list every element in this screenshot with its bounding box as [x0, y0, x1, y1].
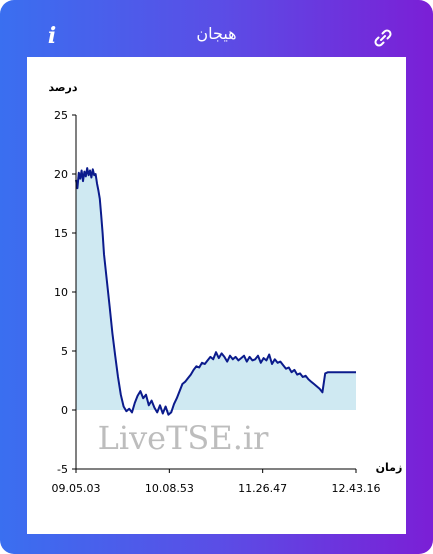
- y-tick-label: -5: [57, 463, 68, 476]
- link-icon[interactable]: [372, 27, 394, 49]
- y-axis-label: درصد: [49, 81, 78, 94]
- info-icon[interactable]: i: [40, 22, 64, 50]
- title-bar: i هیجان: [0, 0, 433, 56]
- x-tick-label: 10.08.53: [145, 482, 194, 495]
- chart-area: 25 20 15 10 5 0 -5 09.05.03 10.08.53 11.26.47 12.…: [49, 81, 403, 495]
- x-ticks: 09.05.03 10.08.53 11.26.47 12.43.16: [52, 469, 381, 495]
- x-tick-label: 12.43.16: [332, 482, 381, 495]
- x-axis-label: زمان: [376, 461, 403, 474]
- series-fill: [76, 168, 356, 415]
- watermark: LiveTSE.ir: [98, 419, 270, 457]
- chart-panel: 25 20 15 10 5 0 -5 09.05.03 10.08.53 11.26.47 12.…: [27, 57, 406, 534]
- x-tick-label: 09.05.03: [52, 482, 101, 495]
- y-tick-label: 0: [61, 404, 68, 417]
- link-icon-graphic: [374, 29, 392, 47]
- y-ticks: 25 20 15 10 5 0 -5: [54, 109, 76, 476]
- y-tick-label: 5: [61, 345, 68, 358]
- y-tick-label: 15: [54, 227, 68, 240]
- series-line-group: [75, 167, 356, 416]
- series-line: [75, 167, 356, 416]
- page-title: هیجان: [196, 24, 237, 43]
- y-tick-label: 10: [54, 286, 68, 299]
- y-tick-label: 25: [54, 109, 68, 122]
- series-area: [76, 168, 356, 415]
- info-label: i: [47, 23, 57, 49]
- x-tick-label: 11.26.47: [238, 482, 287, 495]
- y-tick-label: 20: [54, 168, 68, 181]
